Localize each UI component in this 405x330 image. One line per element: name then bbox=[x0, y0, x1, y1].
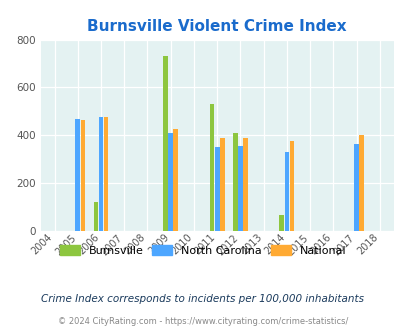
Bar bbox=[98, 117, 103, 231]
Bar bbox=[284, 152, 289, 231]
Bar bbox=[173, 129, 178, 231]
Bar bbox=[214, 147, 219, 231]
Bar bbox=[243, 138, 247, 231]
Bar bbox=[93, 202, 98, 231]
Bar bbox=[354, 144, 358, 231]
Bar bbox=[220, 138, 224, 231]
Text: © 2024 CityRating.com - https://www.cityrating.com/crime-statistics/: © 2024 CityRating.com - https://www.city… bbox=[58, 317, 347, 326]
Bar bbox=[168, 133, 173, 231]
Bar bbox=[104, 117, 108, 231]
Bar bbox=[80, 120, 85, 231]
Bar bbox=[163, 56, 168, 231]
Bar bbox=[358, 135, 363, 231]
Bar bbox=[75, 119, 80, 231]
Title: Burnsville Violent Crime Index: Burnsville Violent Crime Index bbox=[87, 19, 346, 34]
Bar bbox=[209, 104, 214, 231]
Legend: Burnsville, North Carolina, National: Burnsville, North Carolina, National bbox=[55, 241, 350, 260]
Bar bbox=[289, 141, 294, 231]
Bar bbox=[232, 133, 237, 231]
Bar bbox=[237, 146, 242, 231]
Bar bbox=[279, 215, 284, 231]
Text: Crime Index corresponds to incidents per 100,000 inhabitants: Crime Index corresponds to incidents per… bbox=[41, 294, 364, 304]
